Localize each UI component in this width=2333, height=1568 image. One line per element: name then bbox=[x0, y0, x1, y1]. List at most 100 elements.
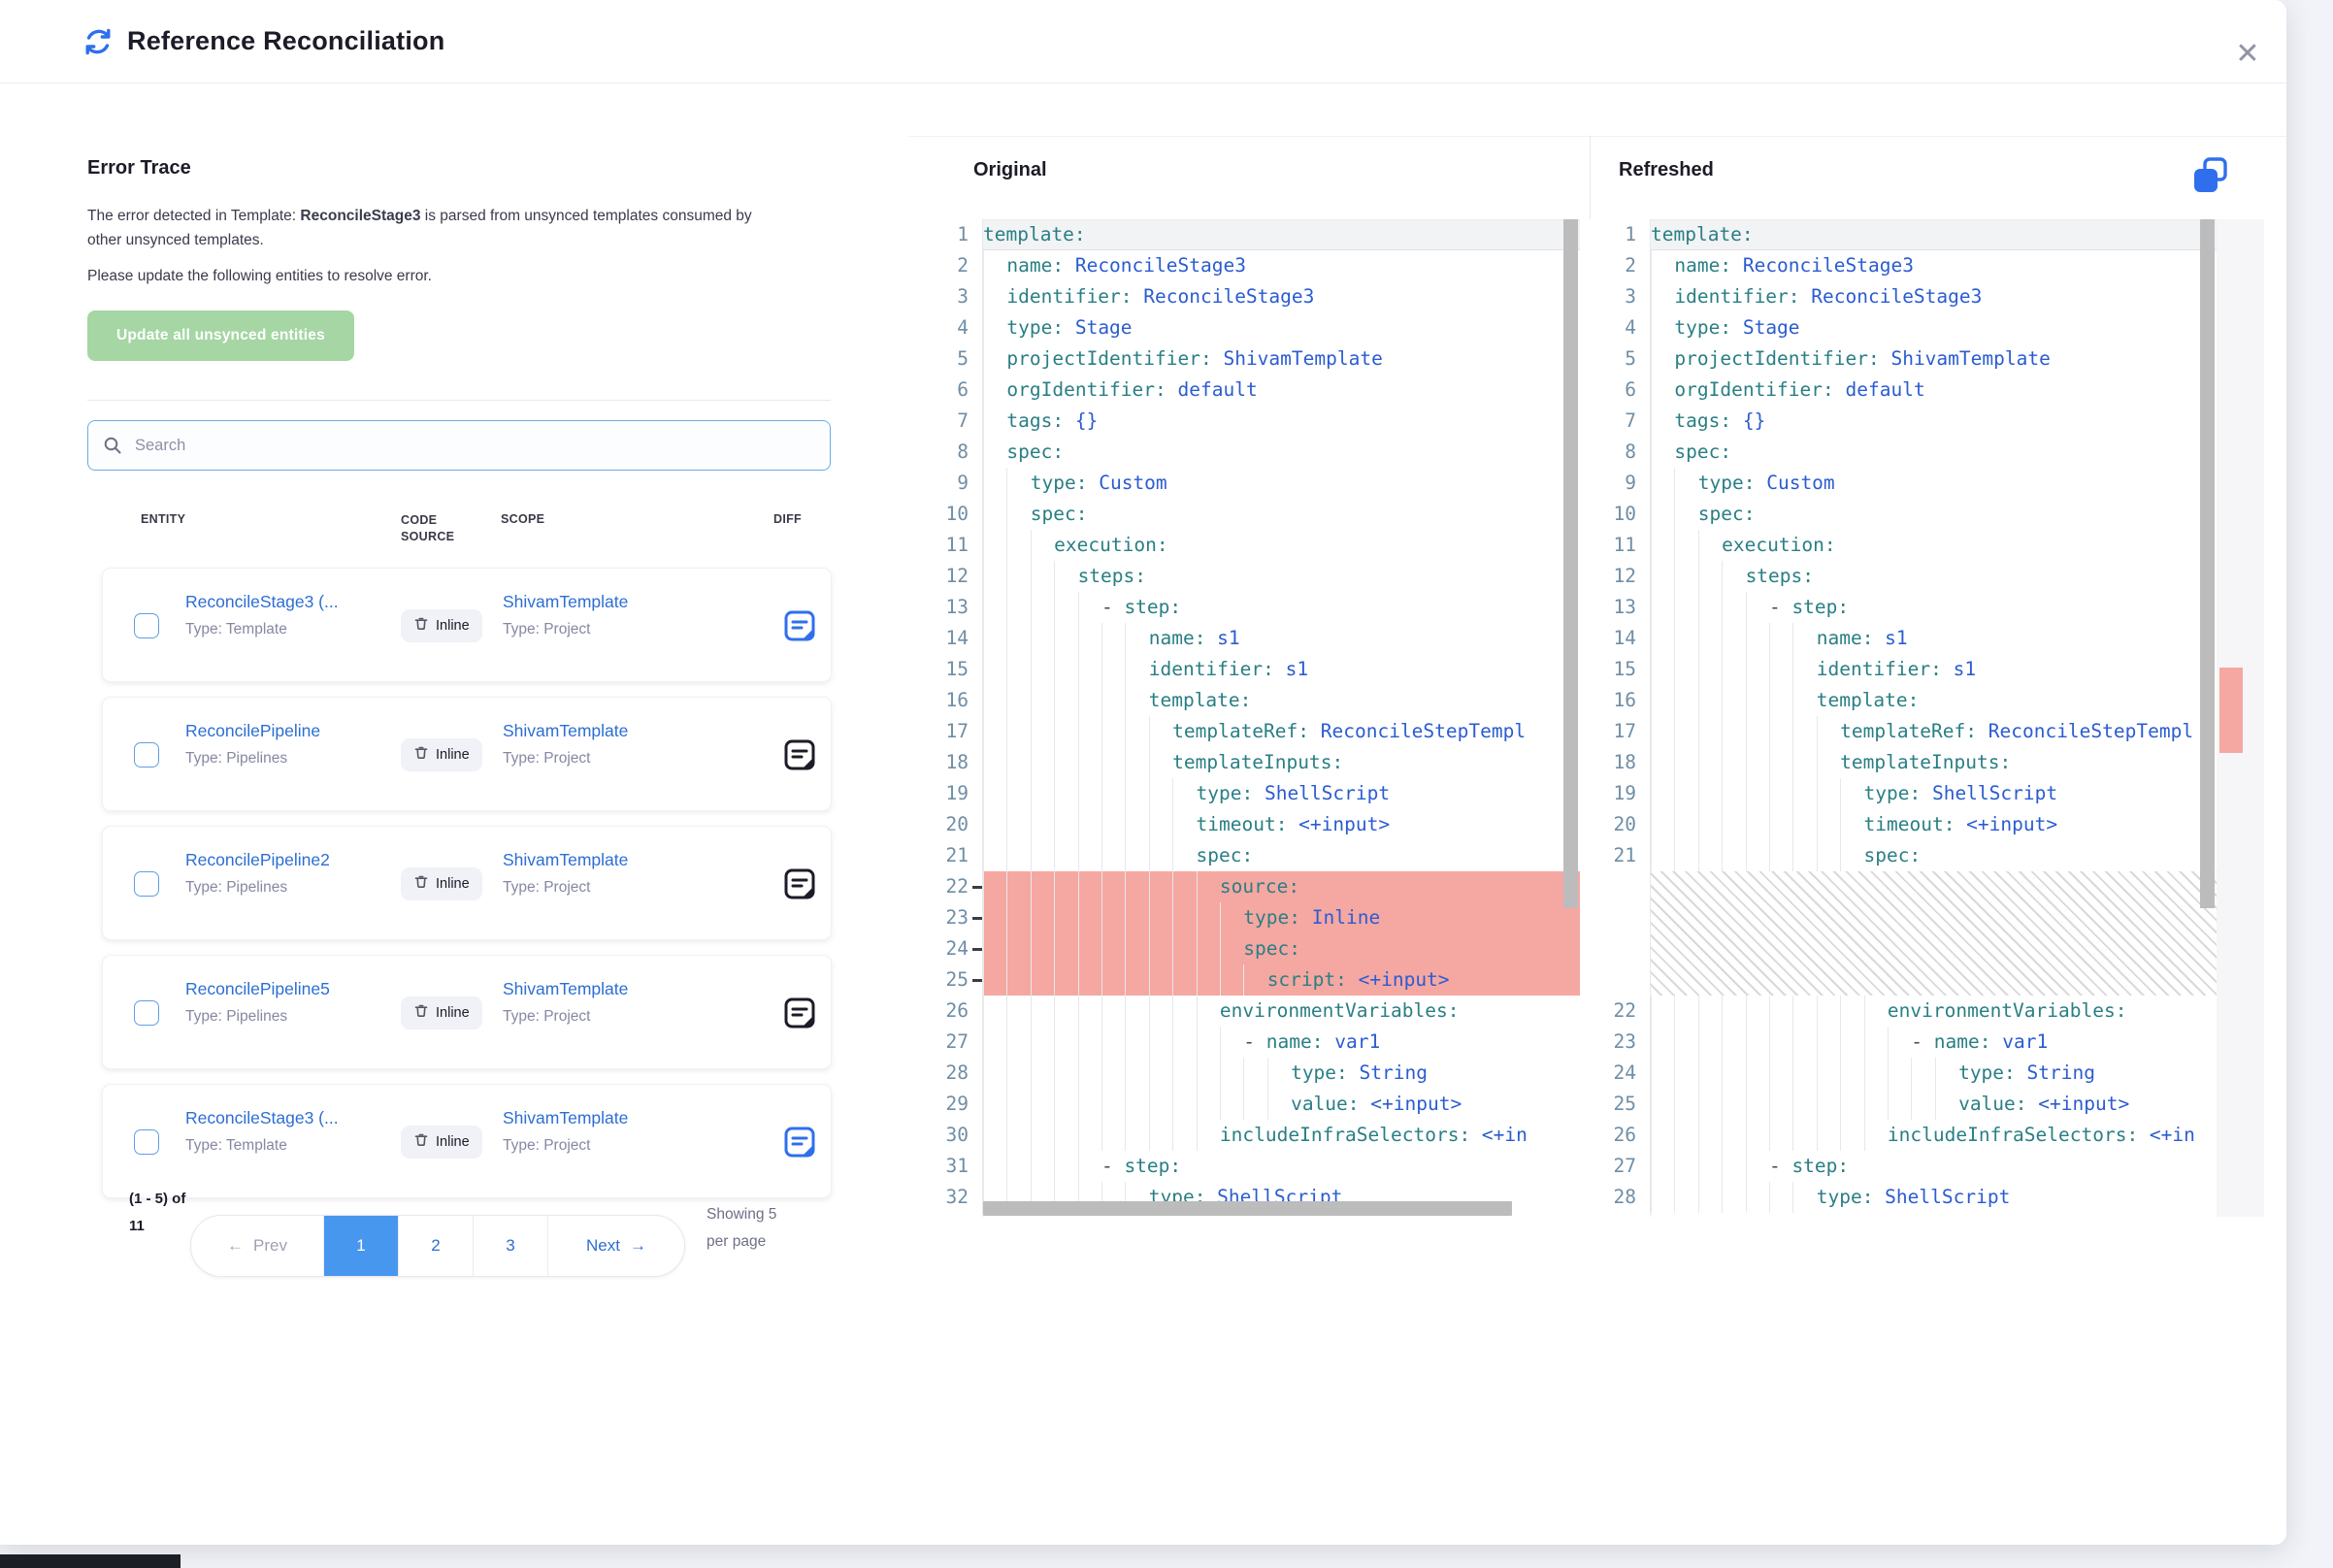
indent-guide bbox=[1077, 1089, 1101, 1120]
indent-guide bbox=[1697, 623, 1722, 654]
code-line-number: 11 bbox=[1613, 534, 1636, 556]
search-input[interactable] bbox=[133, 435, 806, 456]
indent-guide bbox=[1030, 685, 1054, 716]
code-line-number: 13 bbox=[945, 596, 969, 618]
indent-guide bbox=[1722, 996, 1745, 1027]
pagination-page-2[interactable]: 2 bbox=[398, 1216, 473, 1276]
indent-guide bbox=[1674, 1058, 1697, 1089]
scope-link[interactable]: ShivamTemplate bbox=[503, 721, 629, 740]
code-line-content: identifier: ReconcileStage3 bbox=[1651, 281, 2217, 312]
code-line: 1 template: bbox=[1599, 219, 2217, 250]
entity-link[interactable]: ReconcilePipeline2 bbox=[185, 850, 330, 869]
indent-guide bbox=[1172, 778, 1196, 809]
entity-link[interactable]: ReconcileStage3 (... bbox=[185, 592, 339, 611]
indent-guide bbox=[1697, 1058, 1722, 1089]
indent-guide bbox=[1101, 623, 1125, 654]
code-line-content: spec: bbox=[983, 437, 1580, 468]
diff-icon[interactable] bbox=[782, 866, 817, 901]
code-line-number: 17 bbox=[945, 720, 969, 742]
code-line: 9 type: Custom bbox=[1599, 468, 2217, 499]
yaml-key: orgIdentifier: bbox=[1674, 378, 1834, 401]
diff-icon[interactable] bbox=[782, 737, 817, 772]
yaml-key: orgIdentifier: bbox=[1006, 378, 1166, 401]
indent-guide bbox=[1172, 902, 1196, 933]
indent-guide bbox=[1077, 964, 1101, 996]
scope-type-label: Type: Project bbox=[503, 750, 591, 767]
code-line-number: 21 bbox=[1613, 844, 1636, 866]
yaml-key: type: bbox=[1243, 906, 1300, 929]
entity-link[interactable]: ReconcileStage3 (... bbox=[185, 1108, 339, 1127]
indent-guide bbox=[1125, 902, 1148, 933]
indent-guide bbox=[1697, 654, 1722, 685]
code-line: 3 identifier: ReconcileStage3 bbox=[932, 281, 1580, 312]
row-checkbox[interactable] bbox=[134, 613, 159, 638]
yaml-value: ShellScript bbox=[1921, 782, 2058, 804]
code-line: 25 script: <+input> bbox=[932, 964, 1580, 996]
pagination-page-3[interactable]: 3 bbox=[473, 1216, 547, 1276]
diff-icon[interactable] bbox=[782, 608, 817, 643]
scope-link[interactable]: ShivamTemplate bbox=[503, 850, 629, 869]
code-line-content: type: Inline bbox=[983, 902, 1580, 933]
code-line: 17 templateRef: ReconcileStepTempl bbox=[932, 716, 1580, 747]
entity-link[interactable]: ReconcilePipeline5 bbox=[185, 979, 330, 998]
row-checkbox[interactable] bbox=[134, 1000, 159, 1026]
entity-link[interactable]: ReconcilePipeline bbox=[185, 721, 321, 740]
indent-guide bbox=[1172, 1058, 1196, 1089]
indent-guide bbox=[1101, 871, 1125, 902]
indent-guide bbox=[983, 933, 1006, 964]
code-line: 13 - step: bbox=[1599, 592, 2217, 623]
code-line: 6 orgIdentifier: default bbox=[1599, 375, 2217, 406]
indent-guide bbox=[1006, 964, 1030, 996]
close-icon[interactable]: ✕ bbox=[2235, 38, 2260, 70]
indent-guide bbox=[1722, 747, 1745, 778]
code-line-content: timeout: <+input> bbox=[1651, 809, 2217, 840]
pagination-prev-button[interactable]: ← Prev bbox=[227, 1236, 287, 1255]
indent-guide bbox=[1674, 778, 1697, 809]
indent-guide bbox=[1148, 964, 1172, 996]
code-line: 22 environmentVariables: bbox=[1599, 996, 2217, 1027]
indent-guide bbox=[1887, 1089, 1911, 1120]
code-line-number: 7 bbox=[957, 409, 969, 432]
code-line: 28 type: ShellScript bbox=[1599, 1182, 2217, 1213]
pagination-page-1[interactable]: 1 bbox=[323, 1216, 398, 1276]
row-checkbox[interactable] bbox=[134, 871, 159, 897]
indent-guide bbox=[1697, 778, 1722, 809]
copy-icon[interactable] bbox=[2189, 155, 2232, 198]
indent-guide bbox=[1054, 1089, 1077, 1120]
code-line-content: spec: bbox=[983, 840, 1580, 871]
indent-guide bbox=[1816, 1120, 1840, 1151]
code-line-number: 5 bbox=[1625, 347, 1636, 370]
row-checkbox[interactable] bbox=[134, 742, 159, 768]
indent-guide bbox=[1125, 654, 1148, 685]
code-line-number: 26 bbox=[945, 999, 969, 1022]
indent-guide bbox=[1651, 1182, 1674, 1213]
code-line: 12 steps: bbox=[932, 561, 1580, 592]
original-vertical-scrollbar[interactable] bbox=[1563, 219, 1578, 908]
code-line-number: 20 bbox=[945, 813, 969, 835]
indent-guide bbox=[1148, 1058, 1172, 1089]
refreshed-vertical-scrollbar[interactable] bbox=[2200, 219, 2215, 908]
pagination-next-button[interactable]: Next → bbox=[547, 1216, 684, 1276]
code-line-number: 24 bbox=[932, 933, 983, 964]
yaml-value: ReconcileStage3 bbox=[1064, 254, 1246, 277]
indent-guide bbox=[1054, 933, 1077, 964]
scope-link[interactable]: ShivamTemplate bbox=[503, 1108, 629, 1127]
diff-icon[interactable] bbox=[782, 996, 817, 1030]
indent-guide bbox=[1745, 1151, 1769, 1182]
original-horizontal-scrollbar[interactable] bbox=[983, 1201, 1512, 1216]
indent-guide bbox=[1054, 716, 1077, 747]
code-line-content: value: <+input> bbox=[983, 1089, 1580, 1120]
scope-link[interactable]: ShivamTemplate bbox=[503, 592, 629, 611]
code-line-number: 21 bbox=[945, 844, 969, 866]
update-all-unsynced-entities-button[interactable]: Update all unsynced entities bbox=[87, 310, 354, 361]
row-checkbox[interactable] bbox=[134, 1129, 159, 1155]
yaml-value: <+input> bbox=[1955, 813, 2058, 835]
inline-storage-icon bbox=[413, 745, 429, 765]
diff-icon[interactable] bbox=[782, 1125, 817, 1160]
yaml-key: name: bbox=[1006, 254, 1065, 277]
indent-guide bbox=[1816, 996, 1840, 1027]
indent-guide bbox=[1911, 1089, 1934, 1120]
code-line-content: steps: bbox=[983, 561, 1580, 592]
code-line-content: includeInfraSelectors: <+in bbox=[1651, 1120, 2217, 1151]
scope-link[interactable]: ShivamTemplate bbox=[503, 979, 629, 998]
